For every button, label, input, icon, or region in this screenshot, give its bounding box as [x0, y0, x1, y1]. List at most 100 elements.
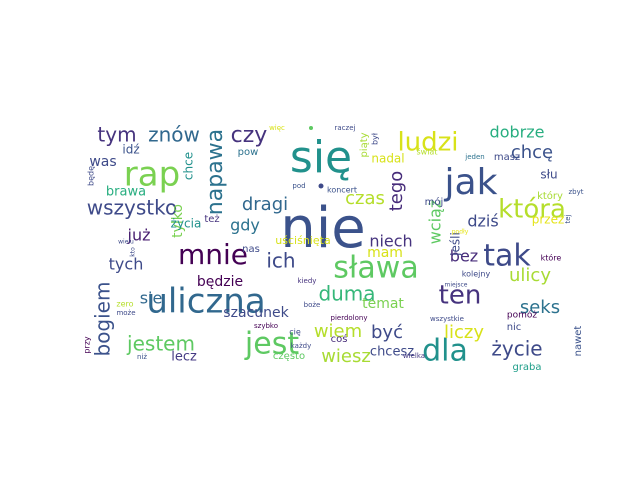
- cloud-word: przez: [532, 213, 565, 227]
- cloud-word: jest: [244, 327, 299, 362]
- cloud-word: zbyt: [568, 188, 583, 196]
- cloud-word: przy: [83, 336, 92, 354]
- cloud-word: czas: [345, 188, 385, 209]
- cloud-word: dla: [422, 334, 468, 369]
- cloud-word: które: [541, 253, 562, 263]
- cloud-word: ulicy: [509, 265, 551, 286]
- cloud-word: nawet: [573, 326, 584, 357]
- cloud-word: ludzi: [397, 128, 458, 158]
- cloud-word: chce: [182, 152, 196, 180]
- cloud-word: wielu: [118, 239, 134, 246]
- cloud-word: jak: [444, 162, 498, 203]
- cloud-word: nie: [280, 196, 366, 261]
- cloud-word: nadal: [371, 152, 404, 166]
- cloud-word: już: [127, 226, 151, 245]
- cloud-word: który: [537, 190, 563, 202]
- cloud-word: życie: [491, 337, 542, 361]
- cloud-word: nic: [507, 322, 522, 333]
- cloud-word: koncert: [327, 186, 357, 195]
- cloud-word: pomóż: [507, 310, 537, 321]
- cloud-word: pierdolony: [331, 314, 368, 322]
- cloud-word: temat: [362, 296, 404, 312]
- cloud-word: świat: [417, 147, 438, 157]
- cloud-word: tym: [97, 123, 136, 147]
- cloud-word: dobrze: [490, 123, 545, 142]
- cloud-word: dragi: [242, 194, 288, 215]
- cloud-word: tak: [483, 239, 531, 274]
- cloud-word: dziś: [467, 212, 498, 231]
- cloud-word: jeden: [464, 153, 484, 161]
- cloud-word: sie: [140, 289, 163, 308]
- cloud-word: jestem: [126, 332, 195, 356]
- cloud-word: słu: [540, 168, 557, 182]
- cloud-word: mnie: [178, 238, 248, 271]
- cloud-word: tych: [109, 255, 144, 274]
- cloud-word: szacunek: [223, 305, 289, 321]
- cloud-word: ich: [266, 249, 295, 273]
- cloud-word: kolejny: [462, 270, 491, 279]
- cloud-word: masz: [494, 152, 520, 163]
- cloud-word: cię: [289, 328, 301, 337]
- cloud-word: lecz: [171, 350, 197, 365]
- cloud-word: raczej: [335, 124, 356, 132]
- cloud-word: bogiem: [91, 282, 115, 357]
- cloud-word: będzie: [197, 274, 243, 290]
- cloud-word: seks: [520, 297, 560, 318]
- cloud-word: być: [371, 322, 403, 343]
- cloud-word: kiedy: [298, 277, 317, 285]
- cloud-word: szybko: [254, 322, 278, 330]
- cloud-word: tylko: [170, 204, 186, 238]
- cloud-word: coś: [331, 333, 348, 345]
- cloud-word: podły: [452, 229, 469, 236]
- cloud-word: często: [273, 351, 305, 362]
- cloud-word: mam: [367, 245, 403, 261]
- cloud-word: chcę: [511, 142, 553, 163]
- cloud-word: czy: [231, 123, 268, 148]
- cloud-word: wiem: [314, 321, 362, 342]
- cloud-word: napawa: [203, 129, 228, 215]
- cloud-word: was: [89, 154, 116, 170]
- cloud-word: tej: [564, 214, 572, 223]
- cloud-word: boże: [304, 301, 321, 309]
- cloud-word: pod: [292, 182, 305, 190]
- cloud-word: mój: [425, 196, 444, 208]
- cloud-word: chcesz: [370, 345, 414, 360]
- cloud-dot: [309, 126, 313, 130]
- cloud-word: sława: [333, 251, 418, 286]
- cloud-word: brawa: [106, 185, 146, 200]
- cloud-word: graba: [512, 362, 541, 373]
- cloud-dot: [318, 183, 324, 189]
- cloud-word: tego: [386, 171, 407, 212]
- cloud-word: wiesz: [321, 346, 371, 367]
- cloud-word: wciąż: [426, 200, 445, 245]
- cloud-word: piąty: [359, 132, 370, 157]
- cloud-word: wielka: [403, 352, 425, 360]
- cloud-word: może: [116, 309, 135, 317]
- cloud-word: uściśnięta: [275, 234, 330, 247]
- cloud-word: się: [290, 132, 352, 183]
- cloud-word: pow: [238, 147, 259, 158]
- cloud-word: duma: [318, 282, 375, 306]
- cloud-word: rap: [124, 155, 180, 195]
- cloud-word: idź: [122, 143, 139, 157]
- cloud-word: gdy: [230, 216, 260, 235]
- cloud-word: uliczna: [146, 282, 265, 322]
- cloud-word: więc: [269, 124, 285, 132]
- cloud-word: był: [371, 132, 380, 145]
- cloud-word: liczy: [444, 322, 484, 343]
- cloud-word: wszystkie: [430, 315, 464, 323]
- cloud-word: miejsce: [445, 282, 468, 289]
- cloud-word: znów: [148, 123, 200, 147]
- cloud-word: każdy: [291, 342, 311, 350]
- cloud-word: ten: [439, 281, 482, 311]
- cloud-word: bez: [450, 247, 478, 266]
- cloud-word: też: [204, 214, 219, 225]
- cloud-word: nas: [242, 244, 260, 255]
- cloud-word: niech: [369, 232, 412, 251]
- cloud-word: która: [498, 195, 566, 225]
- cloud-word: kto: [130, 247, 137, 257]
- cloud-word: będę: [87, 166, 96, 186]
- cloud-word: wszystko: [87, 196, 177, 220]
- cloud-word: jeśli: [449, 232, 463, 257]
